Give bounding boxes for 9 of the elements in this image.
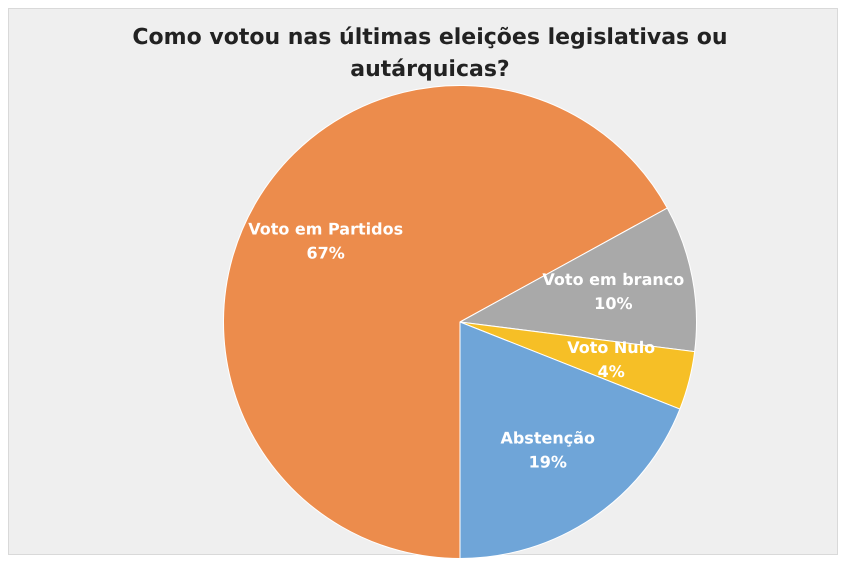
data-label: 4% [598, 362, 625, 381]
chart-title: Como votou nas últimas eleições legislativas ou autárquicas? [131, 24, 729, 84]
data-label: 10% [594, 294, 632, 313]
slice-label: Voto Nulo [567, 338, 656, 357]
slice-label: Voto em branco [542, 270, 684, 289]
data-label: 67% [306, 244, 345, 263]
slice-label: Abstenção [500, 428, 595, 448]
data-label: 19% [528, 452, 567, 472]
slice-label: Voto em Partidos [248, 220, 404, 239]
